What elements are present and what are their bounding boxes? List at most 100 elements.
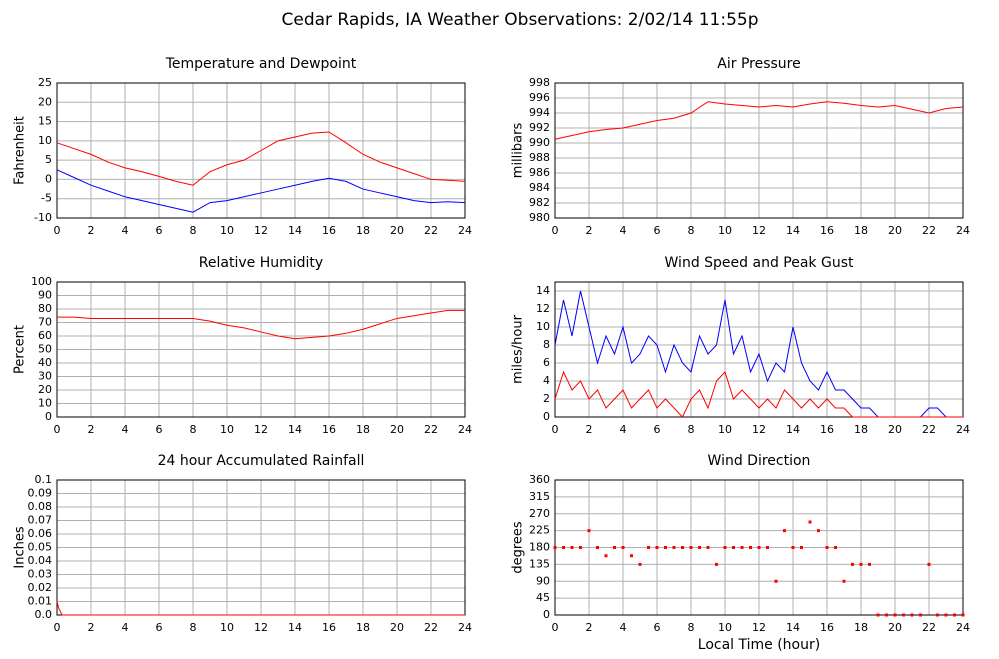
x-tick-label: 12: [254, 423, 268, 436]
y-axis-label: miles/hour: [511, 314, 526, 383]
x-tick-label: 6: [156, 423, 163, 436]
x-tick-label: 6: [654, 621, 661, 634]
data-point: [579, 546, 582, 549]
y-tick-label: 360: [529, 473, 550, 486]
data-point: [944, 613, 948, 617]
x-tick-label: 18: [356, 224, 370, 237]
x-tick-label: 10: [718, 621, 732, 634]
x-tick-label: 12: [752, 423, 766, 436]
data-point: [621, 546, 625, 549]
x-tick-label: 24: [956, 621, 970, 634]
x-tick-label: 10: [220, 621, 234, 634]
y-axis-label: Fahrenheit: [13, 116, 28, 185]
x-tick-label: 4: [122, 621, 129, 634]
x-tick-label: 14: [786, 224, 800, 237]
x-tick-label: 8: [688, 423, 695, 436]
data-point: [817, 529, 820, 533]
data-point: [834, 546, 837, 549]
x-tick-label: 18: [854, 423, 868, 436]
y-tick-label: 80: [38, 302, 52, 315]
y-tick-label: 100: [31, 275, 52, 288]
data-point: [630, 554, 633, 558]
data-point: [587, 529, 591, 533]
y-tick-label: 20: [38, 95, 52, 108]
data-point: [774, 579, 778, 583]
chart-title: Air Pressure: [717, 56, 800, 72]
y-tick-label: 30: [38, 370, 52, 383]
x-tick-label: 2: [586, 224, 593, 237]
y-tick-label: 60: [38, 329, 52, 342]
y-tick-label: 0: [543, 410, 550, 423]
x-tick-label: 22: [424, 224, 438, 237]
y-tick-label: 992: [529, 121, 550, 134]
x-tick-label: 20: [888, 621, 902, 634]
data-point: [893, 613, 897, 617]
x-tick-label: 20: [390, 621, 404, 634]
y-tick-label: 180: [529, 541, 550, 554]
data-line: [554, 101, 964, 140]
x-tick-label: 0: [552, 423, 559, 436]
y-tick-label: 0: [45, 410, 52, 423]
x-tick-label: 22: [922, 621, 936, 634]
y-tick-label: 0.04: [28, 554, 53, 567]
x-tick-label: 0: [54, 423, 61, 436]
x-tick-label: 24: [956, 423, 970, 436]
x-tick-label: 14: [786, 423, 800, 436]
y-tick-label: 70: [38, 316, 52, 329]
data-point: [655, 546, 659, 549]
x-tick-label: 12: [254, 224, 268, 237]
data-point: [681, 546, 684, 549]
x-tick-label: 24: [458, 423, 472, 436]
y-axis-label: Inches: [13, 526, 28, 568]
data-line: [56, 131, 466, 186]
data-point: [715, 562, 718, 566]
data-point: [553, 546, 557, 549]
x-tick-label: 6: [654, 423, 661, 436]
data-point: [740, 546, 744, 549]
x-tick-label: 14: [288, 621, 302, 634]
data-point: [825, 546, 829, 549]
data-line: [56, 169, 466, 213]
x-tick-label: 6: [654, 224, 661, 237]
x-tick-label: 18: [356, 621, 370, 634]
x-tick-label: 2: [88, 224, 95, 237]
y-tick-label: 12: [536, 302, 550, 315]
x-tick-label: 4: [122, 224, 129, 237]
data-point: [953, 613, 956, 617]
x-tick-label: 4: [620, 423, 627, 436]
chart-title: Relative Humidity: [199, 255, 323, 271]
data-point: [664, 546, 667, 549]
y-tick-label: 4: [543, 374, 550, 387]
data-point: [732, 546, 735, 549]
data-point: [783, 529, 786, 533]
x-tick-label: 18: [854, 621, 868, 634]
y-axis-label: degrees: [511, 521, 526, 574]
y-tick-label: 0.05: [28, 541, 53, 554]
data-point: [936, 613, 939, 617]
x-tick-label: 12: [254, 621, 268, 634]
x-tick-label: 4: [620, 224, 627, 237]
chart-title: Wind Speed and Peak Gust: [665, 255, 854, 271]
y-tick-label: 986: [529, 166, 550, 179]
y-tick-label: 25: [38, 76, 52, 89]
x-tick-label: 4: [620, 621, 627, 634]
data-point: [961, 613, 965, 617]
plot-frame: [56, 82, 466, 219]
plot-frame: [554, 82, 964, 219]
x-tick-label: 0: [552, 224, 559, 237]
data-point: [723, 546, 727, 549]
x-tick-label: 18: [854, 224, 868, 237]
x-tick-label: 16: [820, 621, 834, 634]
x-tick-label: 8: [190, 423, 197, 436]
y-tick-label: 996: [529, 91, 550, 104]
x-tick-label: 22: [922, 423, 936, 436]
data-point: [647, 546, 650, 549]
data-line: [554, 370, 963, 418]
y-tick-label: 0.1: [35, 473, 53, 486]
x-tick-label: 8: [688, 224, 695, 237]
data-point: [706, 546, 710, 549]
data-point: [919, 613, 922, 617]
x-tick-label: 22: [424, 621, 438, 634]
x-tick-label: 14: [288, 224, 302, 237]
y-tick-label: 315: [529, 490, 550, 503]
